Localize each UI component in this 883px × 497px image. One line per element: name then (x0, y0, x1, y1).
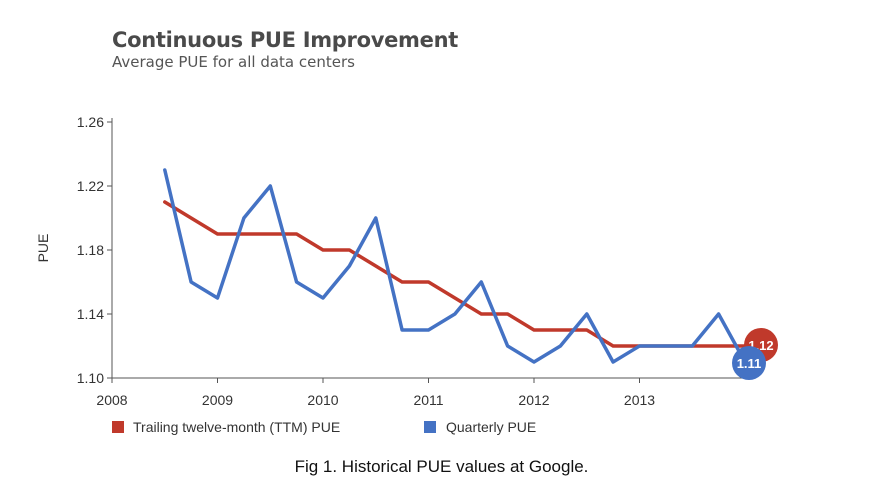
y-axis-label: PUE (35, 234, 51, 263)
chart-subtitle: Average PUE for all data centers (112, 53, 355, 71)
legend-ttm-label: Trailing twelve-month (TTM) PUE (133, 419, 340, 435)
x-tick-label: 2008 (96, 392, 127, 408)
legend-quarterly-label: Quarterly PUE (446, 419, 536, 435)
x-tick-label: 2012 (518, 392, 549, 408)
y-tick-label: 1.14 (77, 306, 104, 322)
legend-quarterly-swatch (424, 421, 436, 433)
y-tick-label: 1.22 (77, 178, 104, 194)
x-tick-label: 2010 (307, 392, 338, 408)
x-tick-label: 2009 (202, 392, 233, 408)
y-tick-label: 1.26 (77, 114, 104, 130)
chart-title: Continuous PUE Improvement (112, 28, 458, 52)
figure-caption: Fig 1. Historical PUE values at Google. (294, 457, 589, 476)
quarterly-end-badge (732, 346, 766, 380)
y-tick-label: 1.10 (77, 370, 104, 386)
x-tick-label: 2011 (413, 392, 443, 408)
ttm-pue-line (163, 200, 747, 348)
quarterly-end-value: 1.11 (737, 356, 762, 371)
legend-ttm-swatch (112, 421, 124, 433)
quarterly-pue-line (163, 168, 747, 364)
x-tick-label: 2013 (624, 392, 655, 408)
y-tick-label: 1.18 (77, 242, 104, 258)
